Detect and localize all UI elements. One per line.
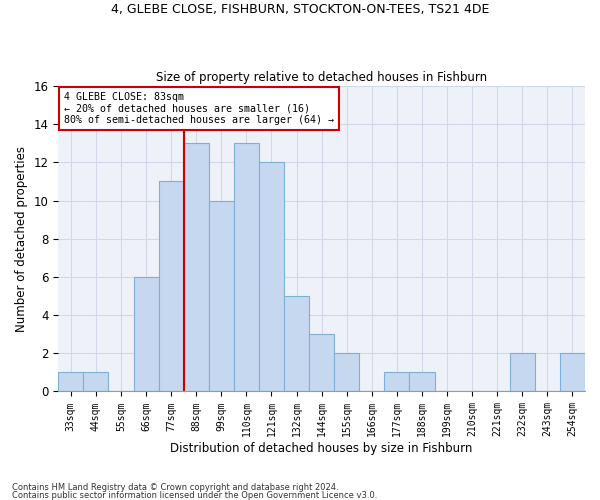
Bar [409, 372, 434, 392]
Bar [334, 354, 359, 392]
Bar [309, 334, 334, 392]
Bar [209, 200, 234, 392]
Bar [385, 372, 409, 392]
Text: Contains HM Land Registry data © Crown copyright and database right 2024.: Contains HM Land Registry data © Crown c… [12, 484, 338, 492]
Text: 4, GLEBE CLOSE, FISHBURN, STOCKTON-ON-TEES, TS21 4DE: 4, GLEBE CLOSE, FISHBURN, STOCKTON-ON-TE… [111, 2, 489, 16]
Bar [184, 144, 209, 392]
Bar [134, 277, 158, 392]
Bar [510, 354, 535, 392]
X-axis label: Distribution of detached houses by size in Fishburn: Distribution of detached houses by size … [170, 442, 473, 455]
Bar [560, 354, 585, 392]
Title: Size of property relative to detached houses in Fishburn: Size of property relative to detached ho… [156, 70, 487, 84]
Text: Contains public sector information licensed under the Open Government Licence v3: Contains public sector information licen… [12, 490, 377, 500]
Bar [83, 372, 109, 392]
Bar [58, 372, 83, 392]
Bar [284, 296, 309, 392]
Bar [259, 162, 284, 392]
Bar [234, 144, 259, 392]
Text: 4 GLEBE CLOSE: 83sqm
← 20% of detached houses are smaller (16)
80% of semi-detac: 4 GLEBE CLOSE: 83sqm ← 20% of detached h… [64, 92, 334, 126]
Bar [158, 182, 184, 392]
Y-axis label: Number of detached properties: Number of detached properties [15, 146, 28, 332]
